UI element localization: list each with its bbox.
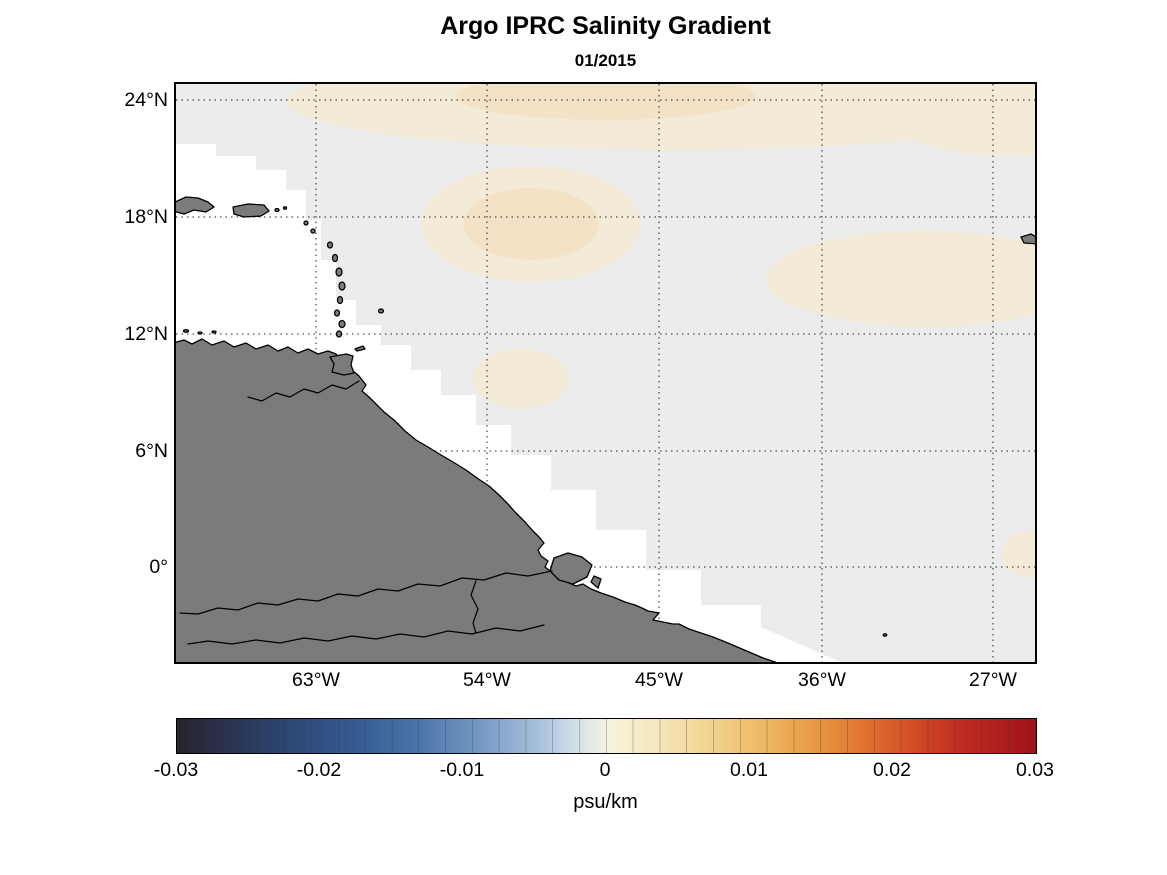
fernando-de-noronha [882, 633, 888, 637]
amazon-mouth-islet [590, 575, 602, 589]
map-plot [174, 82, 1037, 664]
marajo-island [549, 552, 593, 585]
lesser-antilles-island [336, 295, 344, 305]
colorbar-tick-label: -0.03 [153, 759, 199, 781]
lesser-antilles-island [326, 241, 334, 249]
lesser-antilles-island [338, 281, 346, 291]
virgin-islands [282, 206, 288, 210]
amazon-river [179, 570, 553, 615]
virgin-islands [274, 207, 280, 213]
cape-verde-islet [1020, 233, 1035, 245]
lesser-antilles-island [331, 253, 339, 263]
orinoco-river [247, 380, 360, 402]
trinidad [329, 353, 355, 376]
y-tick-label: 18°N [124, 206, 168, 228]
colorbar-tick-label: -0.01 [439, 759, 485, 781]
colorbar-tick-label: 0.01 [730, 759, 768, 781]
leeward-island [310, 228, 316, 234]
plot-title: Argo IPRC Salinity Gradient [440, 12, 771, 40]
abc-island [182, 329, 190, 333]
barbados [377, 308, 385, 314]
puerto-rico [232, 203, 270, 218]
colorbar-tick-label: 0 [599, 759, 611, 781]
colorbar-unit-label: psu/km [573, 791, 638, 813]
leeward-island [303, 220, 309, 226]
land-group [176, 196, 1035, 662]
hispaniola-tip [176, 196, 215, 215]
abc-island [197, 331, 203, 335]
amazon-south-channel [187, 624, 545, 645]
colorbar-gradient [177, 719, 1036, 753]
abc-island [211, 330, 217, 334]
tobago [354, 345, 366, 352]
gridlines [176, 84, 1035, 662]
lesser-antilles-island [333, 309, 341, 317]
x-tick-label: 36°W [798, 669, 846, 691]
y-tick-label: 0° [149, 556, 168, 578]
lesser-antilles-island [335, 330, 343, 338]
y-tick-label: 24°N [124, 89, 168, 111]
map-canvas [176, 84, 1035, 662]
lesser-antilles-island [338, 319, 346, 329]
colorbar-tick-label: 0.03 [1016, 759, 1054, 781]
y-tick-label: 6°N [135, 440, 168, 462]
x-tick-label: 45°W [635, 669, 683, 691]
lesser-antilles-island [335, 267, 343, 277]
colorbar-segments [177, 719, 1036, 753]
colorbar [176, 718, 1037, 754]
x-tick-label: 27°W [969, 669, 1017, 691]
x-tick-label: 54°W [463, 669, 511, 691]
plot-subtitle: 01/2015 [574, 51, 637, 70]
colorbar-tick-label: 0.02 [873, 759, 911, 781]
river-connector [470, 580, 479, 634]
positive-anomaly-regions-medium [456, 84, 756, 260]
y-tick-label: 12°N [124, 323, 168, 345]
colorbar-tick-label: -0.02 [296, 759, 342, 781]
x-tick-label: 63°W [292, 669, 340, 691]
south-america-landmass [176, 338, 777, 662]
rivers-group [179, 380, 553, 645]
